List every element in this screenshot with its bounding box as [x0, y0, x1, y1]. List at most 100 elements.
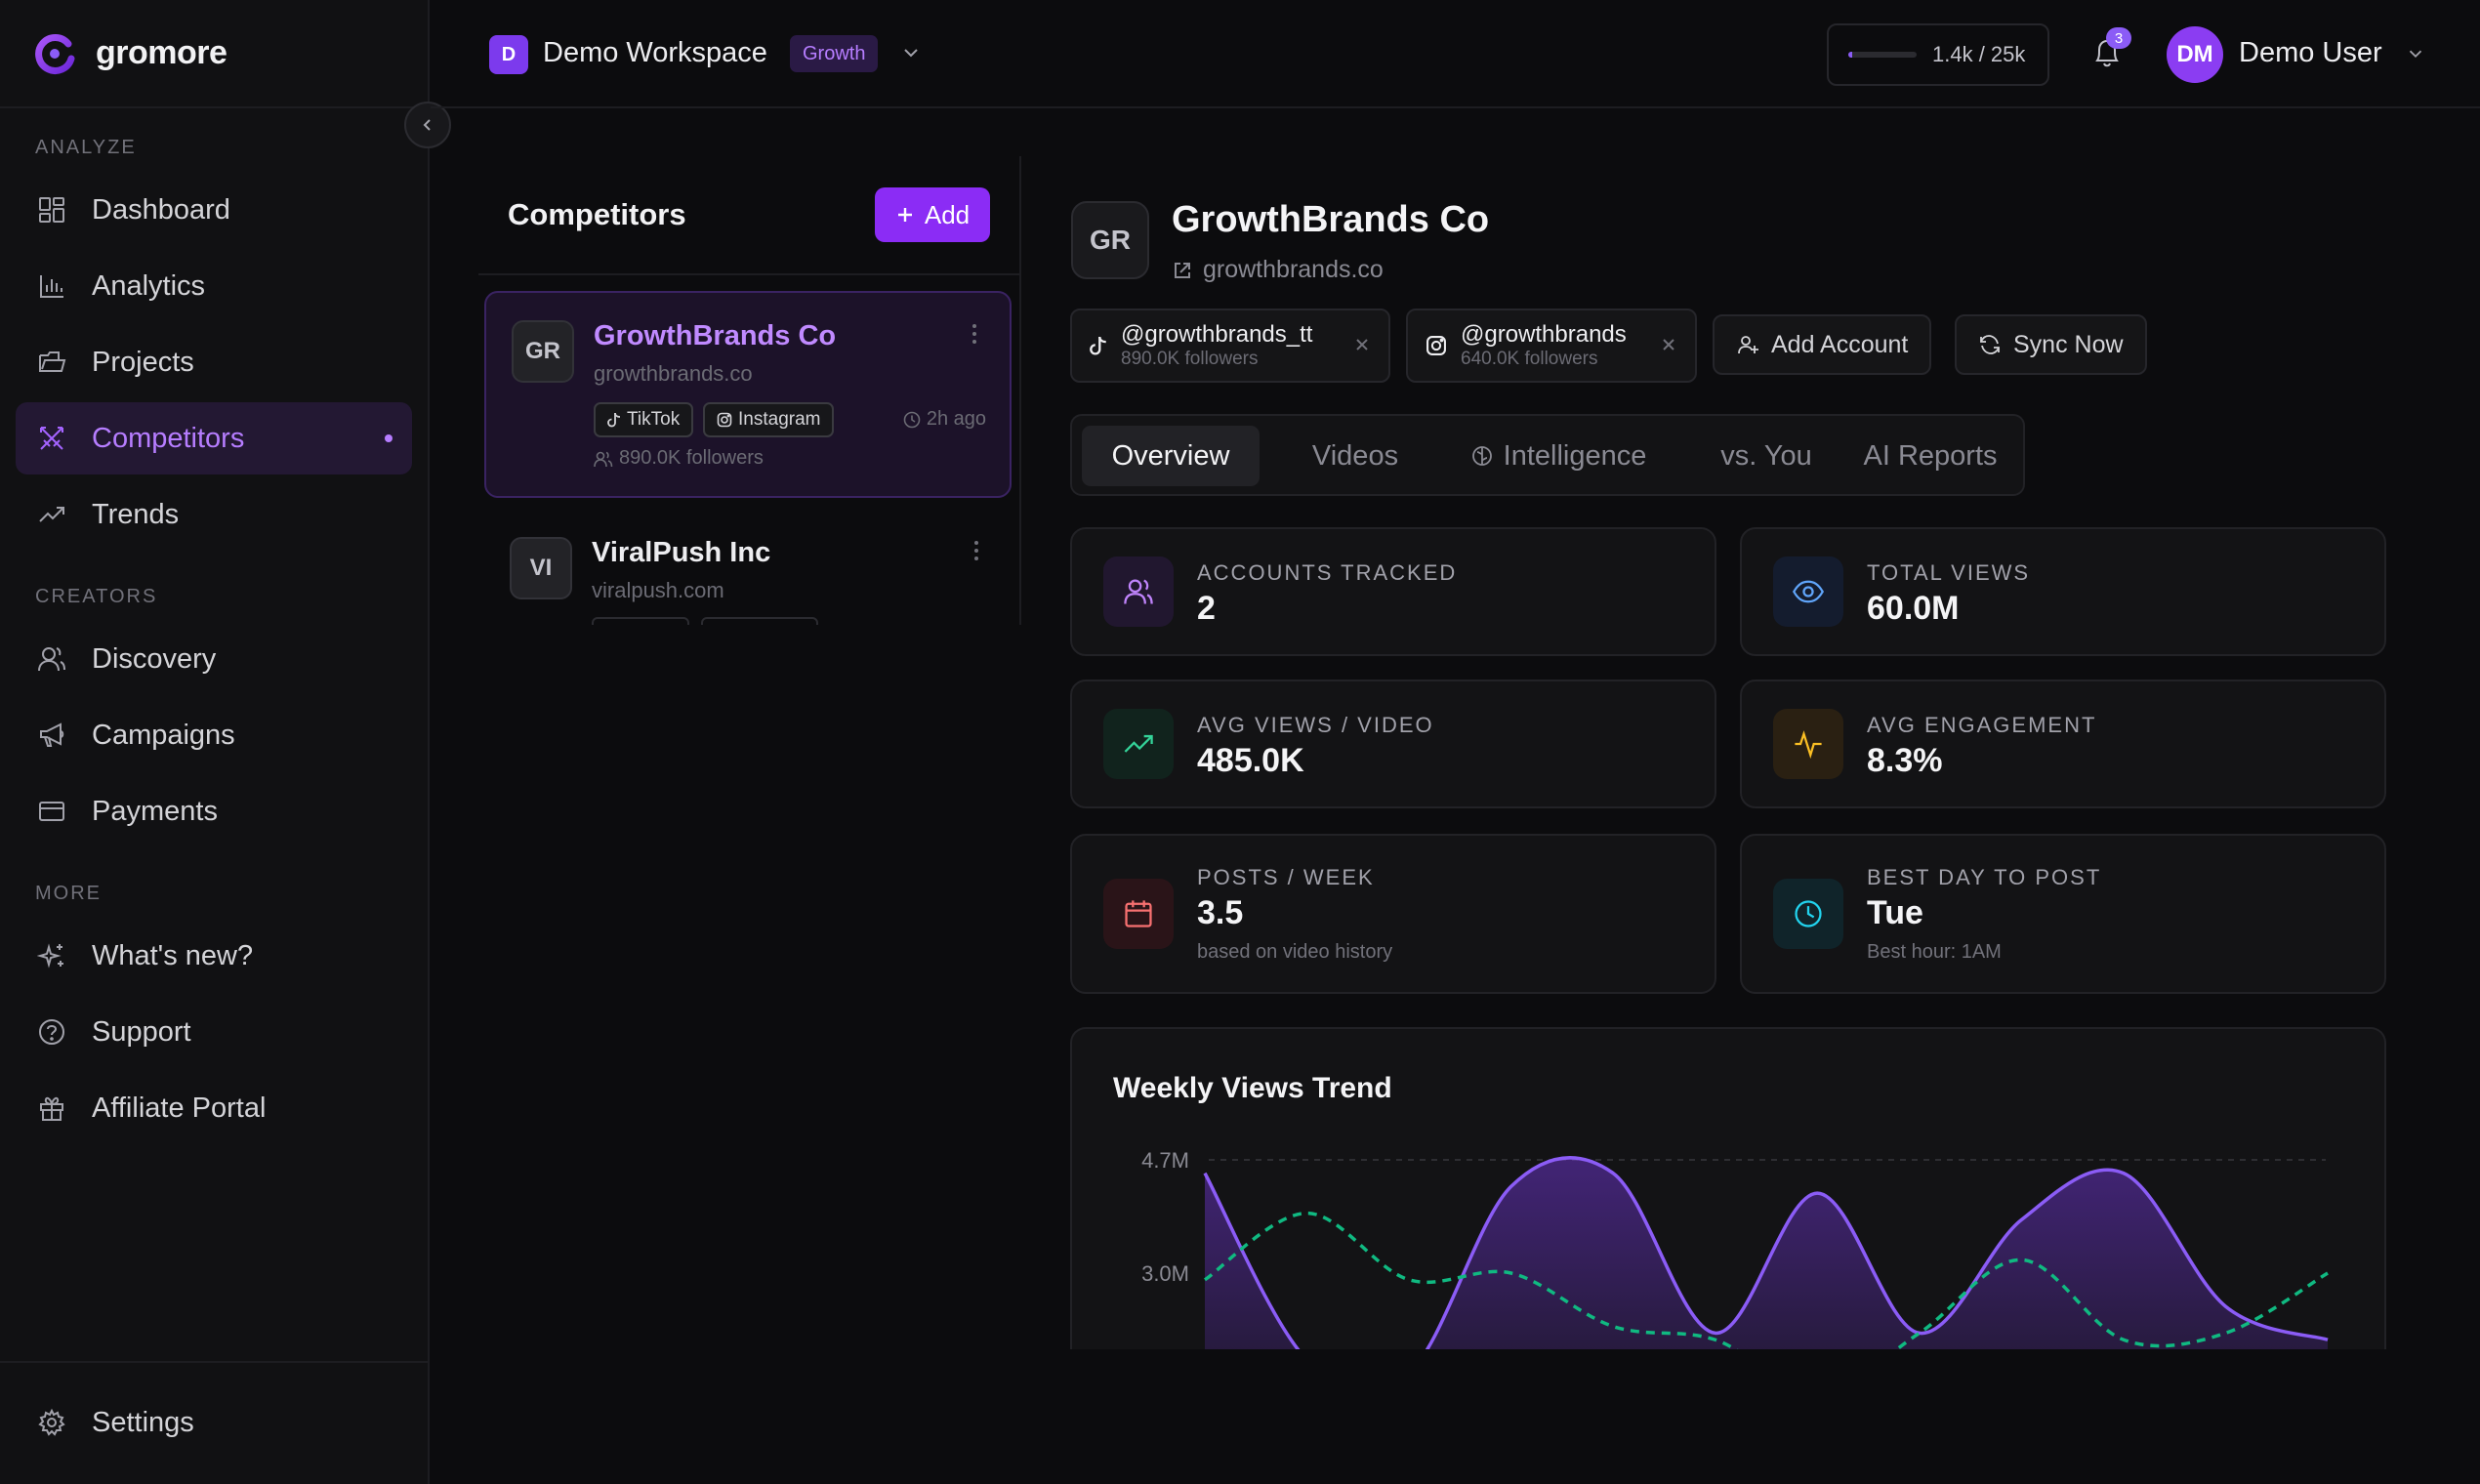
- sidebar-item-competitors[interactable]: Competitors: [16, 402, 412, 474]
- section-label-analyze: ANALYZE: [35, 137, 137, 158]
- tab-intelligence[interactable]: Intelligence: [1441, 426, 1675, 486]
- usage-meter[interactable]: 1.4k / 25k: [1827, 23, 2049, 86]
- stat-value: 2: [1197, 590, 1216, 627]
- workspace-badge[interactable]: D: [489, 35, 528, 74]
- brain-icon: [1471, 446, 1492, 466]
- gift-icon: [35, 1092, 68, 1125]
- series-line-solid: [1203, 1156, 2329, 1349]
- brand[interactable]: gromore: [0, 0, 428, 108]
- competitor-card[interactable]: VI ViralPush Inc viralpush.com: [484, 510, 1012, 625]
- chevron-down-icon[interactable]: [899, 41, 923, 64]
- sidebar-item-trends[interactable]: Trends: [16, 478, 412, 551]
- credit-card-icon: [35, 795, 68, 828]
- stat-avg-views-video: AVG VIEWS / VIDEO 485.0K: [1070, 680, 1716, 808]
- sidebar-item-discovery[interactable]: Discovery: [16, 623, 412, 695]
- more-vertical-icon[interactable]: [972, 539, 980, 562]
- add-account-label: Add Account: [1771, 330, 1909, 358]
- notification-count-badge: 3: [2106, 27, 2131, 49]
- competitor-card[interactable]: GR GrowthBrands Co growthbrands.co TikTo…: [484, 291, 1012, 498]
- users-icon: [35, 642, 68, 676]
- tab-ai-reports[interactable]: AI Reports: [1863, 439, 1998, 472]
- gear-icon: [35, 1406, 68, 1439]
- y-tick-label: 3.0M: [1141, 1261, 1189, 1286]
- users-icon: [1103, 556, 1174, 627]
- sidebar-item-label: Payments: [92, 795, 218, 827]
- eye-icon: [1773, 556, 1843, 627]
- sidebar-item-dashboard[interactable]: Dashboard: [16, 174, 412, 246]
- competitor-followers-text: 890.0K followers: [619, 447, 764, 469]
- detail-avatar: GR: [1071, 201, 1149, 279]
- external-link-icon: [1175, 262, 1190, 278]
- active-indicator-dot: [385, 434, 393, 442]
- more-vertical-icon[interactable]: [971, 322, 978, 346]
- stat-label: AVG VIEWS / VIDEO: [1197, 713, 1434, 737]
- sidebar-item-label: What's new?: [92, 939, 254, 971]
- last-updated-text: 2h ago: [926, 408, 986, 430]
- competitor-name: GrowthBrands Co: [594, 320, 837, 351]
- weekly-views-chart-card: Weekly Views Trend 4.7M 3.0M: [1070, 1027, 2386, 1349]
- sidebar-item-campaigns[interactable]: Campaigns: [16, 699, 412, 771]
- tab-vs-you[interactable]: vs. You: [1720, 439, 1812, 472]
- section-label-more: MORE: [35, 883, 102, 904]
- sidebar-item-whats-new[interactable]: What's new?: [16, 920, 412, 992]
- sidebar-item-projects[interactable]: Projects: [16, 326, 412, 398]
- calendar-icon: [1103, 879, 1174, 949]
- instagram-icon: [717, 412, 732, 428]
- clock-icon: [1773, 879, 1843, 949]
- megaphone-icon: [35, 719, 68, 752]
- account-handle: @growthbrands_tt: [1121, 321, 1313, 348]
- folder-icon: [35, 346, 68, 379]
- tag-label: Instagram: [738, 409, 821, 430]
- last-updated: 2h ago: [903, 408, 986, 431]
- help-circle-icon: [35, 1015, 68, 1049]
- series-area: [1205, 1157, 2328, 1349]
- topbar: D Demo Workspace Growth 1.4k / 25k 3 DM …: [431, 0, 2480, 108]
- tab-overview[interactable]: Overview: [1082, 426, 1260, 486]
- trending-up-icon: [35, 498, 68, 531]
- website-link[interactable]: growthbrands.co: [1172, 256, 1384, 284]
- user-name[interactable]: Demo User: [2239, 37, 2382, 68]
- sync-now-button[interactable]: Sync Now: [1955, 314, 2147, 375]
- tiktok-icon: [607, 412, 621, 428]
- close-icon[interactable]: [1660, 336, 1677, 353]
- sidebar-item-affiliate-portal[interactable]: Affiliate Portal: [16, 1072, 412, 1144]
- stat-label: TOTAL VIEWS: [1867, 560, 2031, 585]
- add-competitor-button[interactable]: Add: [875, 187, 990, 242]
- sidebar-item-support[interactable]: Support: [16, 996, 412, 1068]
- stat-posts-week: POSTS / WEEK 3.5 based on video history: [1070, 834, 1716, 994]
- chevron-down-icon[interactable]: [2405, 43, 2426, 64]
- sidebar-item-label: Competitors: [92, 422, 245, 454]
- user-plus-icon: [1738, 336, 1758, 354]
- tab-videos[interactable]: Videos: [1311, 439, 1399, 472]
- stat-total-views: TOTAL VIEWS 60.0M: [1740, 527, 2386, 656]
- competitor-name: ViralPush Inc: [592, 537, 771, 568]
- add-account-button[interactable]: Add Account: [1713, 314, 1932, 375]
- sidebar-item-payments[interactable]: Payments: [16, 775, 412, 847]
- avatar[interactable]: DM: [2167, 26, 2223, 83]
- stat-label: BEST DAY TO POST: [1867, 865, 2102, 889]
- platform-tag-tiktok: TikTok: [594, 402, 694, 437]
- sidebar-item-label: Analytics: [92, 269, 206, 302]
- sidebar-item-analytics[interactable]: Analytics: [16, 250, 412, 322]
- account-followers: 640.0K followers: [1461, 349, 1598, 369]
- sidebar-item-label: Affiliate Portal: [92, 1092, 267, 1124]
- collapse-sidebar-button[interactable]: [404, 102, 451, 148]
- tiktok-icon: [1090, 336, 1106, 355]
- close-icon[interactable]: [1353, 336, 1371, 353]
- account-chip-instagram[interactable]: @growthbrands 640.0K followers: [1406, 309, 1697, 383]
- crossed-swords-icon: [35, 422, 68, 455]
- detail-title: GrowthBrands Co: [1172, 199, 1490, 240]
- sidebar-item-label: Settings: [92, 1406, 194, 1438]
- sync-now-label: Sync Now: [2013, 330, 2124, 358]
- sparkles-icon: [35, 939, 68, 972]
- sidebar-item-label: Discovery: [92, 642, 217, 675]
- bar-chart-icon: [35, 269, 68, 303]
- stat-note: based on video history: [1197, 941, 1393, 963]
- workspace-name[interactable]: Demo Workspace: [543, 37, 767, 68]
- account-chip-tiktok[interactable]: @growthbrands_tt 890.0K followers: [1070, 309, 1390, 383]
- competitor-domain: growthbrands.co: [594, 361, 753, 386]
- list-divider: [478, 273, 1021, 275]
- stat-label: ACCOUNTS TRACKED: [1197, 560, 1458, 585]
- sidebar-item-settings[interactable]: Settings: [16, 1386, 412, 1459]
- detail-tabs: Overview Videos Intelligence vs. You AI …: [1070, 414, 2025, 496]
